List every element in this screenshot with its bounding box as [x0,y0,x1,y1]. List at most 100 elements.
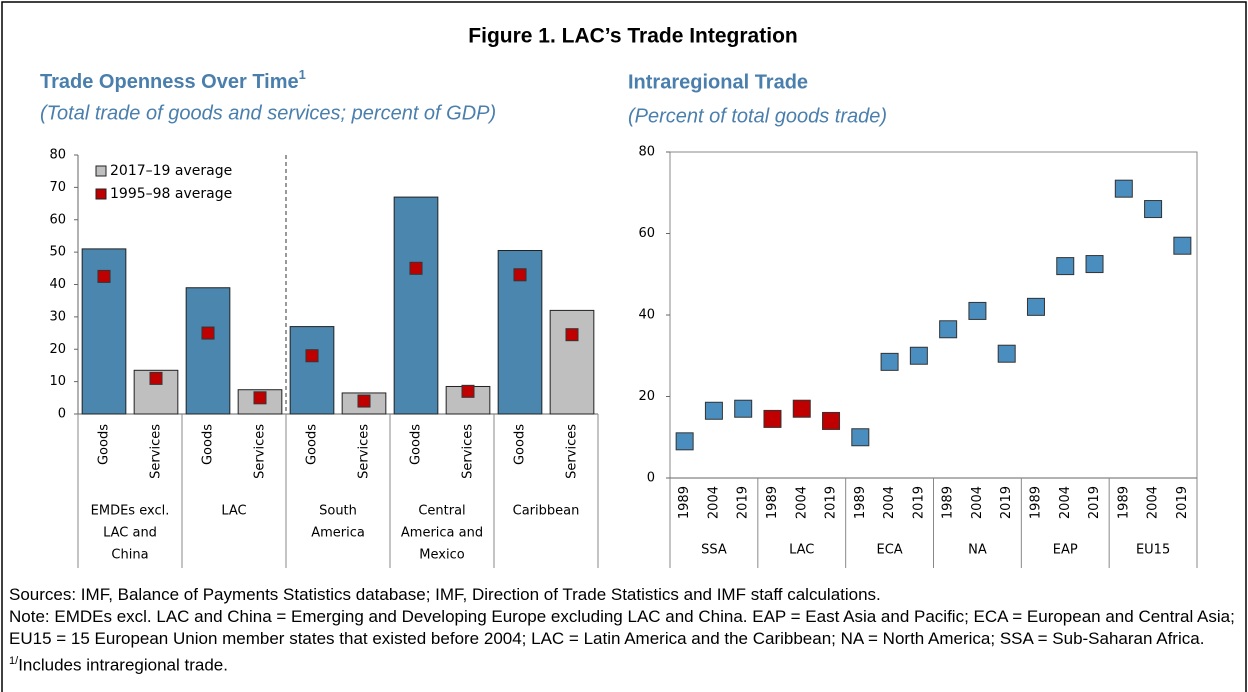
marker [357,394,371,408]
x-tick-label: Services [565,424,580,479]
group-label: EU15 [1136,543,1170,558]
y-tick-label: 60 [638,226,655,241]
x-tick-label: Goods [409,424,424,465]
notes: Sources: IMF, Balance of Payments Statis… [9,584,1241,677]
group-label: Central [418,504,465,519]
group-label: LAC [221,504,246,519]
group-label: EMDEs excl. [91,504,170,519]
x-tick-label: 1989 [765,486,780,519]
x-tick-label: 2004 [970,486,985,519]
bar [185,287,231,415]
legend-swatch [95,165,107,177]
marker [253,391,267,405]
legend-label: 2017–19 average [110,163,232,179]
y-tick-label: 50 [49,245,66,260]
group-label: America and [401,526,483,541]
group-label: SSA [701,543,727,558]
note: Note: EMDEs excl. LAC and China = Emergi… [9,607,1235,648]
x-tick-label: 2019 [999,486,1014,519]
bar [549,309,595,415]
y-tick-label: 70 [49,180,66,195]
figure-title: Figure 1. LAC’s Trade Integration [468,25,797,48]
marker [1026,297,1045,316]
y-tick-label: 20 [638,389,655,404]
group-label: EAP [1053,543,1078,558]
panel-title: Intraregional Trade [628,71,808,93]
group-label: LAC and [103,526,157,541]
x-tick-label: 2019 [736,486,751,519]
marker [1056,257,1075,276]
panel-subtitle: (Percent of total goods trade) [628,105,887,127]
x-tick-label: Goods [201,424,216,465]
legend-label: 1995–98 average [110,186,232,202]
group-label: Caribbean [513,504,580,519]
x-tick-label: Services [357,424,372,479]
marker [734,399,753,418]
x-tick-label: Services [149,424,164,479]
legend-swatch [95,188,107,200]
footnote-mark: 1/ [9,655,19,667]
x-tick-label: 2004 [1058,486,1073,519]
marker [997,344,1016,363]
marker [968,301,987,320]
marker [675,432,694,451]
marker [1085,255,1104,274]
group-label: ECA [876,543,902,558]
marker [409,261,423,275]
marker [149,371,163,385]
x-tick-label: Goods [305,424,320,465]
marker [1114,179,1133,198]
x-tick-label: 2004 [1146,486,1161,519]
group-label: China [111,548,148,563]
y-tick-label: 40 [638,308,655,323]
marker [1173,236,1192,255]
x-tick-label: 2019 [1087,486,1102,519]
group-label: Mexico [419,548,464,563]
footnote-line: 1/Includes intraregional trade. [9,650,1241,677]
x-tick-label: 1989 [1116,486,1131,519]
y-tick-label: 20 [49,342,66,357]
x-tick-label: 2019 [824,486,839,519]
x-tick-label: 1989 [941,486,956,519]
y-tick-label: 40 [49,277,66,292]
marker [851,428,870,447]
y-tick-label: 60 [49,212,66,227]
x-tick-label: 2004 [882,486,897,519]
x-tick-label: 2019 [1175,486,1190,519]
marker [909,346,928,365]
marker [939,320,958,339]
sources: Sources: IMF, Balance of Payments Statis… [9,585,881,604]
y-tick-label: 10 [49,374,66,389]
x-tick-label: 2004 [794,486,809,519]
group-label: NA [968,543,987,558]
marker [792,399,811,418]
y-tick-label: 30 [49,309,66,324]
marker [201,326,215,340]
bar [393,196,439,415]
marker [704,401,723,420]
marker [97,269,111,283]
x-tick-label: 2019 [911,486,926,519]
group-label: America [311,526,365,541]
y-tick-label: 80 [638,145,655,160]
x-tick-label: Goods [97,424,112,465]
x-tick-label: 1989 [677,486,692,519]
footnote: Includes intraregional trade. [18,655,228,675]
marker [565,328,579,342]
y-tick-label: 0 [58,407,66,422]
x-tick-label: 1989 [1028,486,1043,519]
x-tick-label: 1989 [853,486,868,519]
panel-title: Trade Openness Over Time1 [40,67,306,93]
y-tick-label: 0 [647,471,655,486]
y-tick-label: 80 [49,148,66,163]
title-superscript: 1 [299,67,306,82]
marker [305,349,319,363]
group-label: South [319,504,357,519]
marker [513,268,527,282]
plot-frame [669,151,1198,479]
panel-subtitle: (Total trade of goods and services; perc… [40,102,496,124]
marker [822,411,841,430]
